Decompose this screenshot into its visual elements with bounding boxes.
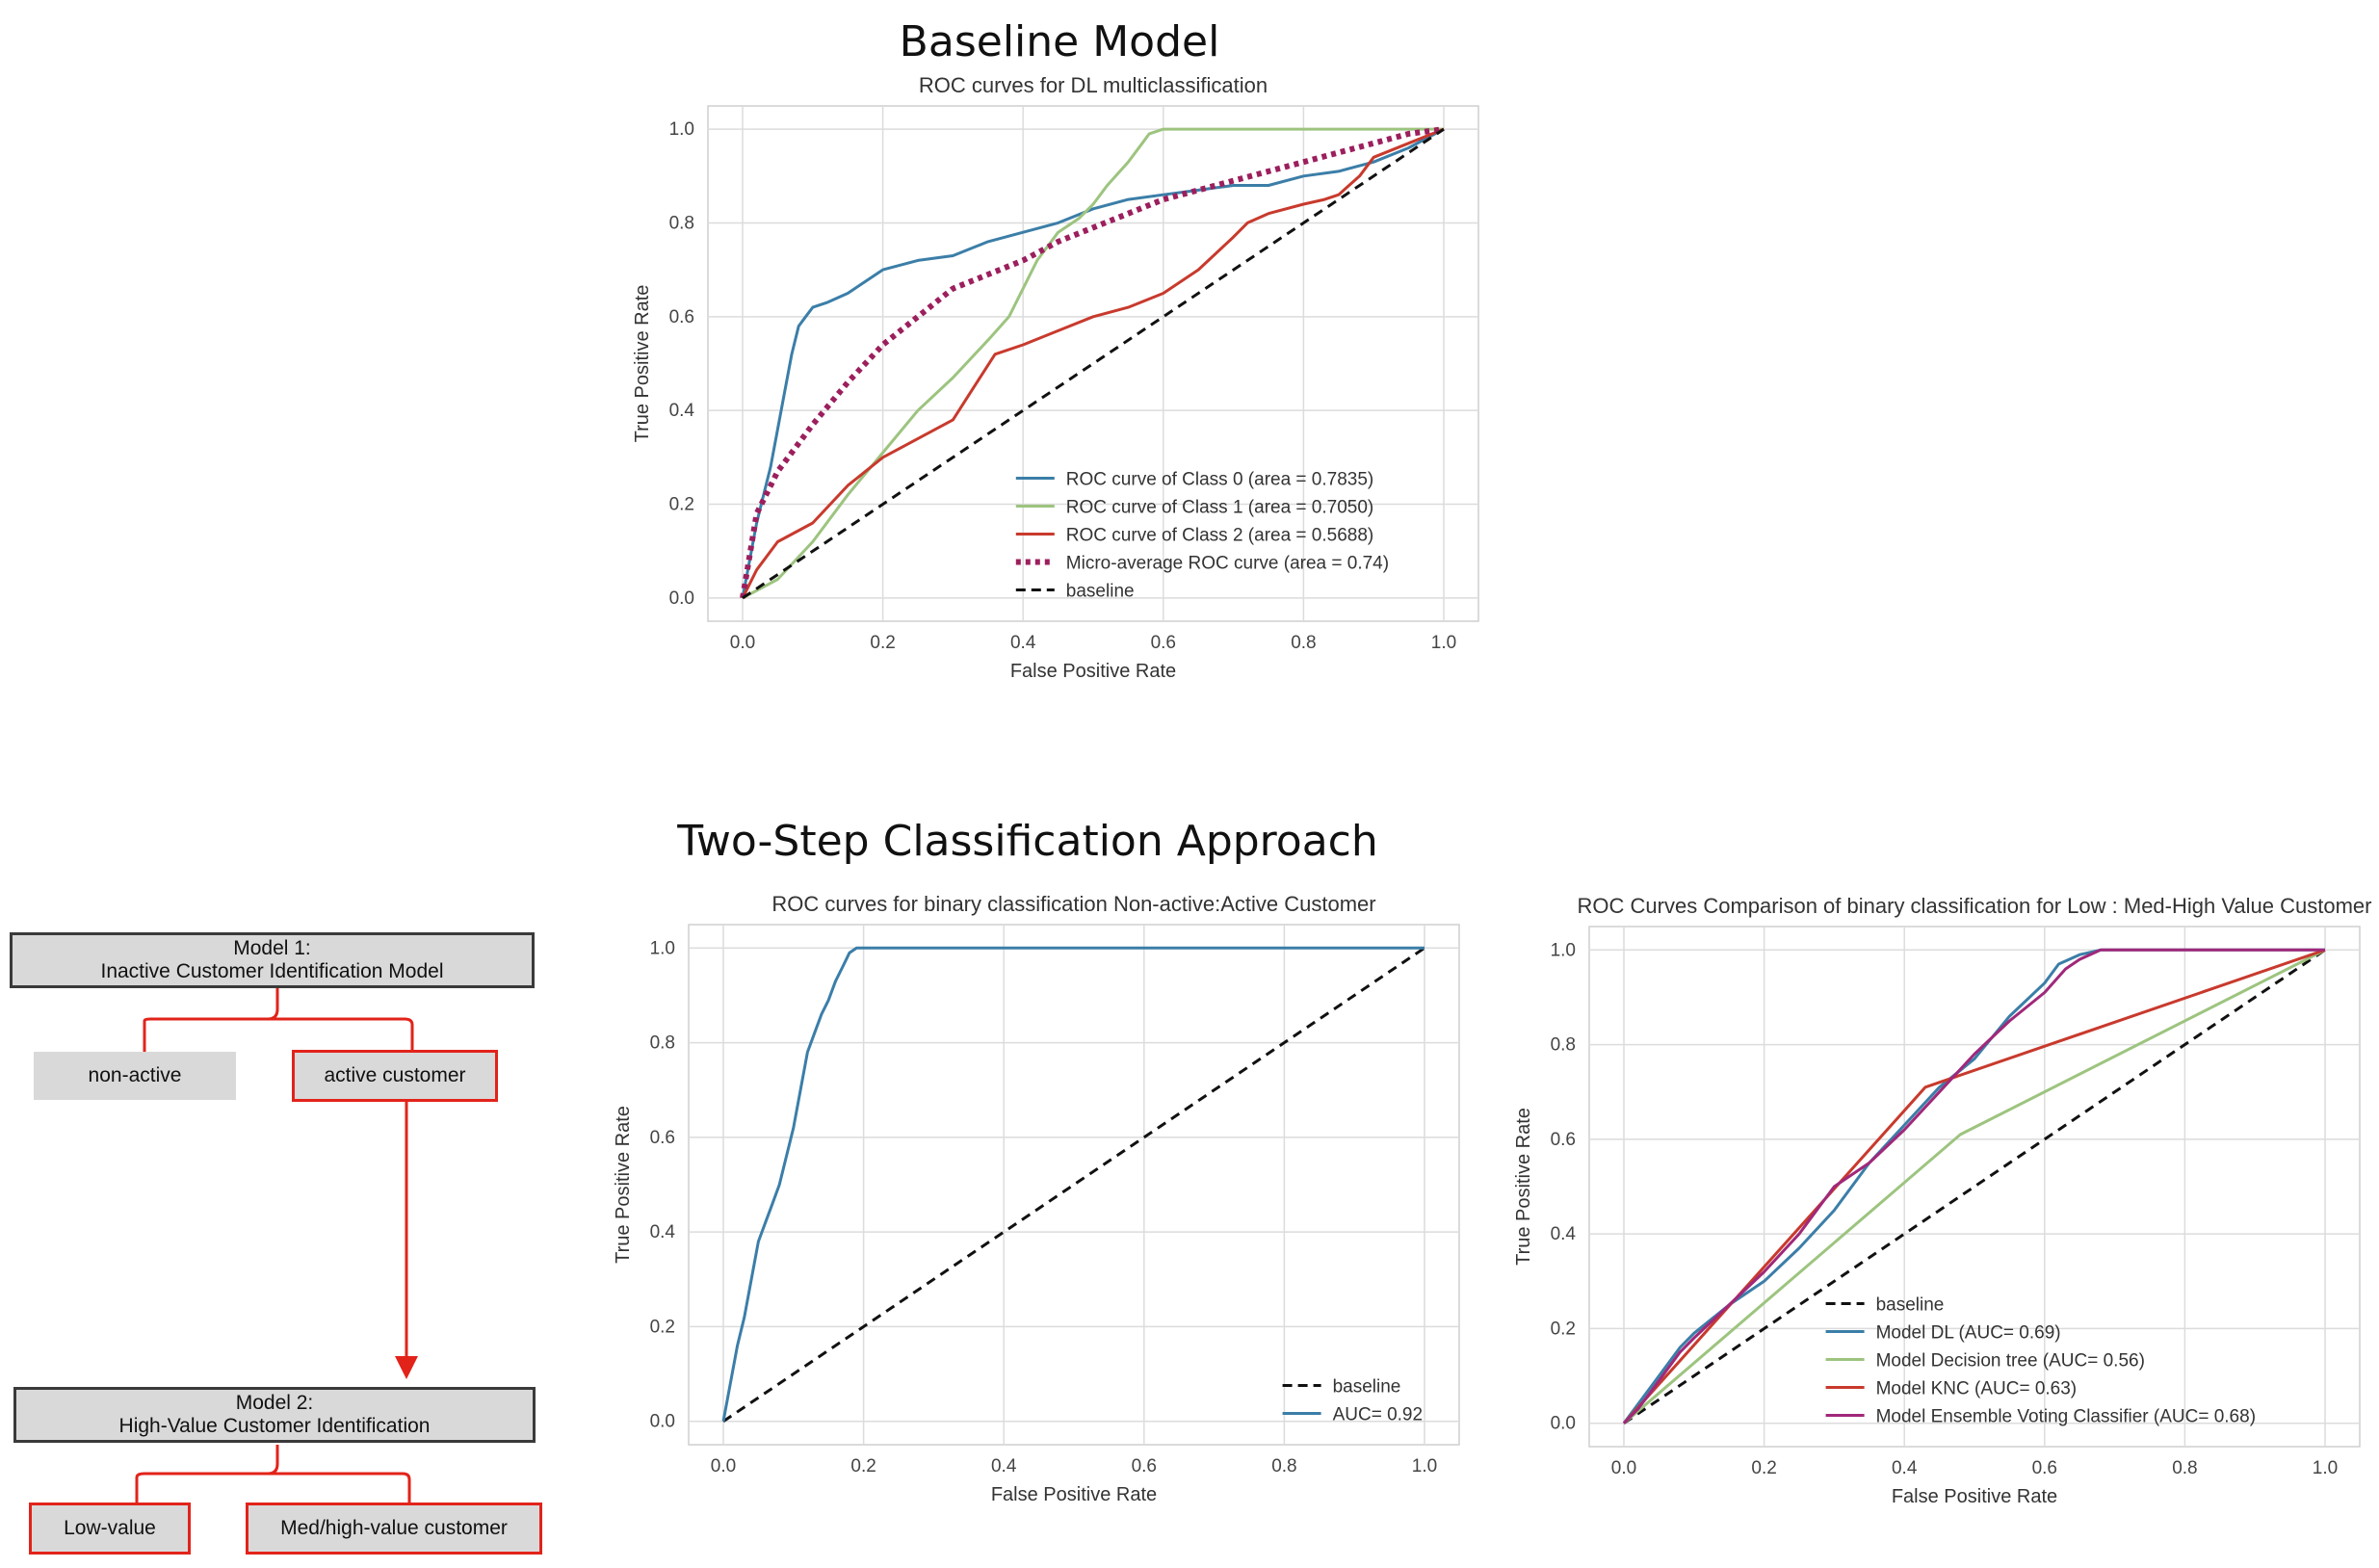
x-tick-label: 0.8 [1271, 1456, 1296, 1477]
non-active-label: non-active [88, 1063, 182, 1086]
y-tick-label: 0.0 [650, 1412, 675, 1432]
chart-title: ROC Curves Comparison of binary classifi… [1578, 894, 2372, 918]
y-tick-label: 0.2 [1551, 1319, 1576, 1339]
series-line-2 [1623, 948, 2326, 1424]
x-tick-label: 0.8 [1291, 633, 1316, 653]
x-tick-label: 1.0 [1412, 1456, 1437, 1477]
x-tick-label: 0.6 [2032, 1458, 2057, 1478]
legend-label-0: baseline [1333, 1377, 1401, 1398]
heading-two-step-approach: Two-Step Classification Approach [677, 817, 1378, 866]
legend-label-3: Model KNC (AUC= 0.63) [1876, 1379, 2078, 1399]
x-tick-label: 0.4 [991, 1456, 1017, 1477]
x-tick-label: 0.4 [1010, 633, 1036, 653]
x-axis-label: False Positive Rate [1010, 661, 1176, 682]
series-line-4 [1622, 948, 2325, 1424]
y-tick-label: 0.2 [669, 495, 694, 515]
x-tick-label: 1.0 [2313, 1458, 2338, 1478]
legend-label-1: Model DL (AUC= 0.69) [1876, 1323, 2061, 1344]
x-tick-label: 1.0 [1431, 633, 1456, 653]
legend-label-2: Model Decision tree (AUC= 0.56) [1876, 1351, 2145, 1372]
y-tick-label: 0.6 [650, 1128, 675, 1148]
series-line-0 [741, 127, 1445, 599]
x-tick-label: 0.6 [1132, 1456, 1157, 1477]
y-tick-label: 1.0 [669, 119, 694, 140]
chart-svg: ROC curves for DL multiclassification 0.0… [632, 73, 1479, 682]
y-tick-label: 0.8 [1551, 1035, 1576, 1056]
plot-area [1588, 926, 2361, 1448]
non-active-box: non-active [34, 1052, 236, 1100]
model2-label: Model 2: High-Value Customer Identificat… [118, 1391, 431, 1437]
y-tick-label: 0.4 [1551, 1224, 1577, 1244]
x-tick-label: 0.8 [2172, 1458, 2197, 1478]
med-high-value-box: Med/high-value customer [246, 1503, 542, 1555]
y-tick-label: 0.0 [1551, 1414, 1576, 1434]
y-tick-label: 1.0 [650, 938, 675, 958]
legend-label-1: AUC= 0.92 [1333, 1405, 1423, 1425]
active-customer-box: active customer [292, 1050, 498, 1102]
x-tick-label: 0.0 [1611, 1458, 1636, 1478]
chart-baseline-roc: ROC curves for DL multiclassification 0.0… [578, 67, 1503, 732]
y-tick-label: 0.4 [650, 1222, 676, 1242]
series-line-4 [742, 127, 1445, 600]
y-tick-label: 1.0 [1551, 940, 1576, 960]
y-axis-label: True Positive Rate [613, 1106, 634, 1264]
y-tick-label: 0.6 [669, 307, 694, 327]
heading-baseline-model: Baseline Model [899, 17, 1220, 66]
y-tick-label: 0.8 [650, 1033, 675, 1054]
plot-area [688, 924, 1460, 1446]
chart-title: ROC curves for binary classification Non… [771, 892, 1375, 916]
y-tick-label: 0.2 [650, 1317, 675, 1337]
model1-label: Model 1: Inactive Customer Identificatio… [100, 936, 444, 982]
y-tick-label: 0.8 [669, 213, 694, 233]
chart-value-comparison-roc: ROC Curves Comparison of binary classifi… [1474, 886, 2379, 1560]
x-tick-label: 0.6 [1151, 633, 1176, 653]
chart-title: ROC curves for DL multiclassification [919, 73, 1268, 97]
med-high-value-label: Med/high-value customer [280, 1516, 508, 1539]
legend-label-1: ROC curve of Class 1 (area = 0.7050) [1066, 498, 1373, 518]
chart-svg: ROC curves for binary classification Non… [613, 892, 1460, 1505]
series-line-3 [740, 126, 1445, 599]
series-line-1 [721, 946, 1425, 1422]
y-axis-label: True Positive Rate [632, 285, 653, 443]
y-tick-label: 0.4 [669, 401, 695, 421]
x-tick-label: 0.2 [1751, 1458, 1776, 1478]
series-line-2 [741, 127, 1445, 599]
x-axis-label: False Positive Rate [991, 1484, 1157, 1505]
y-axis-label: True Positive Rate [1513, 1108, 1534, 1266]
y-tick-label: 0.0 [669, 588, 694, 609]
chart-svg: ROC Curves Comparison of binary classifi… [1513, 894, 2372, 1507]
low-value-box: Low-value [29, 1503, 191, 1555]
series-line-0 [1623, 949, 2326, 1424]
legend-label-3: Micro-average ROC curve (area = 0.74) [1066, 554, 1389, 574]
model1-box: Model 1: Inactive Customer Identificatio… [10, 932, 535, 988]
x-tick-label: 0.0 [711, 1456, 736, 1477]
x-tick-label: 0.2 [870, 633, 895, 653]
x-tick-label: 0.0 [730, 633, 755, 653]
chart-binary-active-roc: ROC curves for binary classification Non… [559, 886, 1483, 1560]
flow-connectors [135, 987, 418, 1503]
y-tick-label: 0.6 [1551, 1130, 1576, 1150]
legend-label-2: ROC curve of Class 2 (area = 0.5688) [1066, 526, 1373, 546]
legend-label-0: ROC curve of Class 0 (area = 0.7835) [1066, 470, 1373, 490]
x-axis-label: False Positive Rate [1892, 1486, 2057, 1507]
plot-area [707, 105, 1479, 622]
legend-label-4: Model Ensemble Voting Classifier (AUC= 0… [1876, 1407, 2256, 1427]
active-customer-label: active customer [324, 1063, 466, 1086]
legend-label-0: baseline [1876, 1295, 1945, 1316]
x-tick-label: 0.2 [850, 1456, 876, 1477]
model2-box: Model 2: High-Value Customer Identificat… [13, 1387, 536, 1443]
x-tick-label: 0.4 [1892, 1458, 1918, 1478]
legend-label-4: baseline [1066, 582, 1135, 602]
low-value-label: Low-value [64, 1516, 156, 1539]
series-line-0 [722, 947, 1425, 1423]
